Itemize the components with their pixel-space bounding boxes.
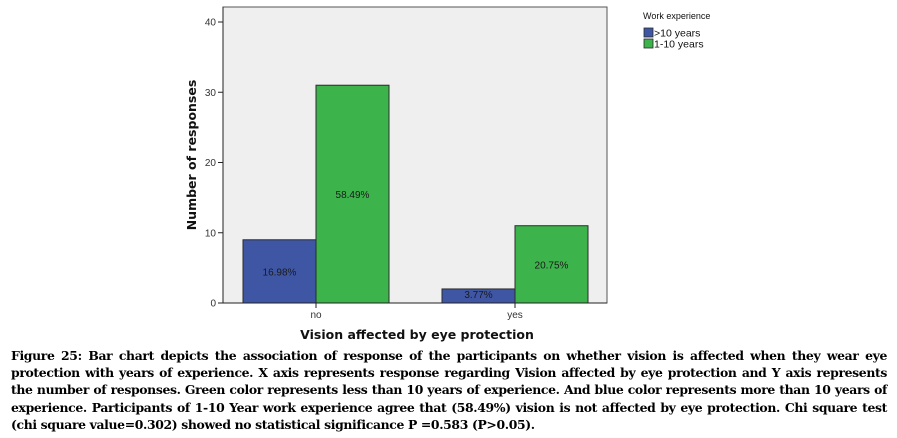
bar-no-1-10-years [315, 84, 390, 304]
y-axis-ticks: 0 10 20 30 40 [205, 18, 223, 310]
legend-title: Work experience [643, 11, 710, 21]
bar-data-label: 20.75% [535, 260, 569, 271]
bar-data-label: 3.77% [464, 290, 492, 301]
x-axis-ticks: no yes [310, 303, 523, 321]
bar-yes-1-10-years [514, 225, 589, 304]
y-tick-label: 10 [205, 228, 217, 239]
y-tick-label: 20 [205, 158, 217, 169]
figure-caption: Figure 25: Bar chart depicts the associa… [11, 348, 887, 432]
y-tick-label: 0 [210, 299, 216, 310]
bars [242, 84, 589, 304]
x-tick-label: no [310, 310, 322, 321]
bar-labels: 16.98% 58.49% 3.77% 20.75% [263, 190, 569, 301]
legend-label: 1-10 years [654, 39, 704, 51]
y-axis-title: Number of responses [184, 80, 199, 231]
x-axis-title: Vision affected by eye protection [300, 327, 534, 342]
y-tick-label: 30 [205, 88, 217, 99]
bar-data-label: 58.49% [336, 190, 370, 201]
legend-swatch [643, 27, 654, 38]
y-tick-label: 40 [205, 18, 217, 29]
x-tick-label: yes [507, 310, 523, 321]
legend-swatch [643, 38, 654, 49]
legend-label: >10 years [654, 28, 700, 40]
bar-data-label: 16.98% [263, 267, 297, 278]
